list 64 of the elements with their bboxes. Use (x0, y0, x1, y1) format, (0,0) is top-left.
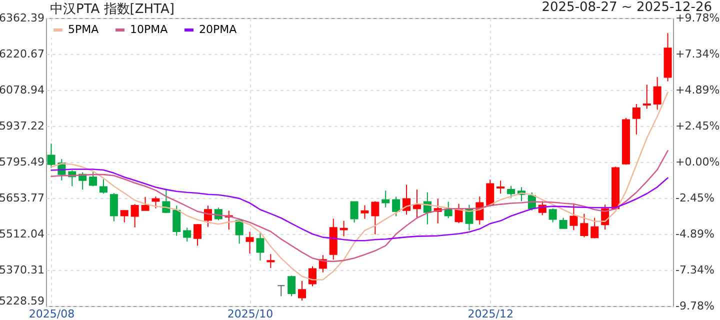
candlestick (340, 220, 348, 237)
candlestick (288, 275, 296, 297)
candlestick (256, 232, 264, 261)
candlestick (308, 266, 316, 287)
candlestick (89, 172, 98, 187)
candlestick (653, 76, 662, 110)
y2-tick-label: +0.00% (676, 156, 720, 168)
legend-label: 10PMA (130, 23, 168, 36)
candlestick (277, 284, 286, 297)
y-tick-label: 5228.59 (0, 294, 44, 308)
candlestick (507, 185, 516, 198)
y2-tick-label: -2.45% (676, 192, 714, 205)
candlestick (130, 204, 139, 228)
x-tick-label: 2025/12 (468, 308, 514, 320)
candlestick (559, 217, 568, 229)
candlestick (246, 231, 254, 254)
y2-tick-label: -7.34% (676, 264, 714, 277)
y2-tick-label: +7.34% (676, 47, 720, 60)
candlestick (141, 196, 150, 211)
candlestick (194, 224, 202, 246)
candlestick (204, 205, 212, 228)
candlestick (47, 143, 56, 168)
y-tick-label: 6078.94 (0, 84, 44, 96)
candlestick (642, 84, 651, 110)
candlestick (371, 200, 380, 235)
y-tick-label: 6220.67 (0, 48, 44, 60)
candlestick (412, 189, 421, 219)
candlestick (110, 192, 118, 222)
y-tick-label: 5512.04 (0, 228, 44, 240)
candlestick (580, 213, 588, 238)
y-tick-label: 5937.22 (0, 120, 44, 132)
y2-tick-label: +4.89% (676, 84, 720, 96)
candlestick (402, 184, 411, 216)
candlestick (152, 196, 160, 209)
candlestick (382, 190, 390, 208)
x-tick-label: 2025/08 (28, 308, 75, 320)
candlestick (548, 208, 557, 223)
candlestick (486, 179, 494, 207)
y2-tick-label: -9.78% (676, 300, 714, 312)
y-tick-label: 5370.31 (0, 264, 44, 276)
candlestick (454, 203, 463, 224)
candlestick (120, 210, 128, 223)
candlestick (570, 204, 578, 231)
candlestick (350, 201, 358, 224)
candlestick (99, 178, 108, 194)
candlestick (172, 205, 181, 236)
y2-tick-label: -4.89% (676, 228, 714, 240)
legend-label: 20PMA (199, 23, 238, 36)
y-tick-label: 5653.77 (0, 192, 44, 204)
candlestick (392, 196, 400, 217)
x-tick-label: 2025/10 (227, 308, 274, 320)
legend-label: 5PMA (68, 23, 100, 36)
candlestick (298, 280, 306, 302)
y-tick-label: 5795.49 (0, 156, 44, 168)
candlestick (590, 217, 599, 239)
candlestick (183, 227, 192, 242)
candlestick (266, 254, 275, 269)
y-tick-label: 6362.39 (0, 12, 44, 24)
candlestick (235, 218, 244, 244)
candlestick (496, 180, 505, 194)
candlestick (632, 103, 640, 135)
chart-title: 中汉PTA 指数[ZHTA] (50, 1, 174, 18)
candlestick (360, 204, 369, 220)
y2-tick-label: +2.45% (676, 119, 720, 132)
